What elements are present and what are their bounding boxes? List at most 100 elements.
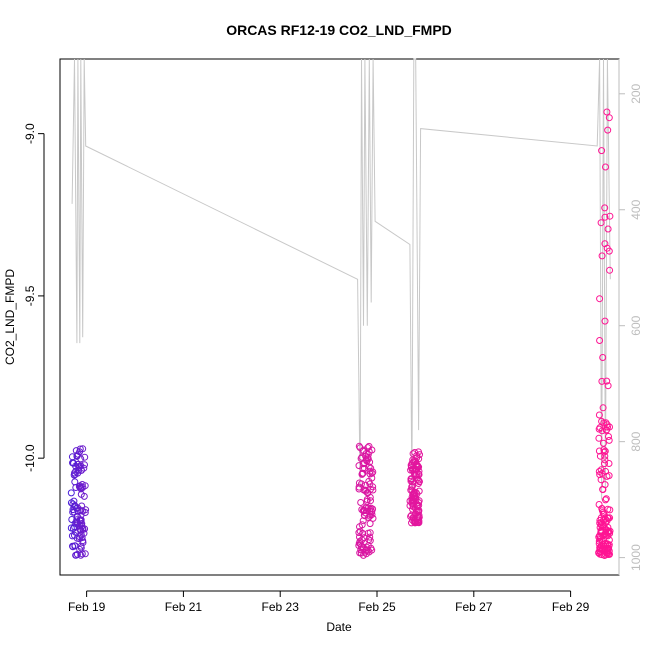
data-point — [600, 419, 608, 427]
data-point — [605, 527, 613, 535]
data-point — [408, 486, 416, 494]
data-point — [77, 551, 85, 559]
data-point — [605, 536, 613, 544]
data-point — [604, 505, 612, 513]
data-point — [71, 542, 79, 550]
data-point — [361, 459, 369, 467]
data-point — [69, 459, 76, 467]
data-point — [415, 478, 423, 485]
data-point — [81, 550, 89, 558]
data-point — [366, 537, 374, 545]
data-point — [71, 478, 79, 486]
data-point — [601, 452, 609, 460]
secondary-series-line — [71, 58, 611, 500]
data-point — [359, 517, 367, 525]
data-point — [359, 545, 367, 553]
data-point — [360, 534, 368, 542]
data-point — [415, 470, 423, 478]
data-point — [369, 505, 377, 513]
data-point — [602, 495, 610, 503]
data-point — [81, 461, 88, 469]
data-point — [596, 524, 604, 531]
right-tick-label: 200 — [629, 83, 643, 103]
data-point — [362, 550, 370, 558]
y-axis-label: CO2_LND_FMPD — [3, 269, 17, 365]
data-point — [601, 240, 609, 248]
data-point — [358, 470, 366, 478]
data-point — [606, 212, 614, 220]
x-tick-label: Feb 27 — [455, 600, 493, 614]
data-point — [595, 434, 603, 442]
data-point — [360, 511, 368, 519]
data-point — [598, 427, 606, 435]
data-point — [603, 377, 611, 385]
data-point — [595, 468, 603, 475]
chart-title: ORCAS RF12-19 CO2_LND_FMPD — [226, 22, 452, 38]
data-point — [605, 436, 613, 444]
data-point — [81, 525, 89, 533]
x-tick-label: Feb 19 — [68, 600, 106, 614]
data-point — [604, 382, 612, 390]
data-point — [357, 499, 365, 506]
data-point — [367, 497, 374, 505]
data-point — [413, 461, 421, 468]
data-point — [409, 494, 417, 502]
data-point — [70, 497, 78, 505]
data-point — [606, 266, 614, 274]
data-point — [367, 485, 374, 493]
right-tick-label: 600 — [629, 315, 643, 335]
data-point — [602, 496, 609, 504]
data-point — [77, 484, 85, 492]
data-point — [70, 531, 78, 539]
data-point — [600, 448, 608, 456]
data-point — [408, 466, 416, 474]
data-point — [597, 527, 605, 535]
data-point — [75, 535, 83, 543]
data-point — [68, 516, 76, 523]
data-point — [599, 439, 607, 447]
data-point — [604, 126, 612, 134]
data-point — [595, 537, 603, 545]
data-point — [409, 482, 417, 490]
data-point — [600, 446, 608, 454]
data-point — [82, 506, 90, 514]
data-point — [363, 496, 371, 503]
data-point — [365, 463, 373, 471]
right-tick-label: 1000 — [629, 544, 643, 571]
data-point — [407, 477, 415, 485]
x-tick-label: Feb 25 — [358, 600, 396, 614]
data-point — [605, 114, 613, 122]
data-point — [81, 453, 89, 461]
y-tick-label: -9.0 — [23, 123, 37, 144]
data-point — [355, 442, 363, 450]
data-point — [601, 540, 609, 548]
data-point — [356, 533, 363, 541]
x-tick-label: Feb 21 — [165, 600, 203, 614]
data-point — [72, 467, 80, 475]
x-tick-label: Feb 29 — [552, 600, 590, 614]
data-point — [596, 452, 604, 460]
data-point — [76, 462, 84, 470]
data-point — [598, 377, 606, 385]
data-point — [598, 147, 606, 155]
data-point — [595, 411, 603, 419]
data-point — [605, 460, 613, 467]
data-point — [599, 354, 607, 361]
points-layer — [67, 108, 614, 559]
data-point — [365, 477, 373, 485]
data-point — [368, 446, 376, 454]
x-axis: Feb 19 Feb 21 Feb 23 Feb 25 Feb 27 Feb 29 — [68, 590, 590, 614]
data-point — [415, 507, 423, 514]
data-point — [361, 464, 368, 472]
x-axis-label: Date — [326, 620, 352, 634]
data-point — [78, 481, 86, 488]
data-point — [597, 219, 605, 227]
data-point — [355, 542, 363, 549]
data-point — [78, 502, 86, 510]
data-point — [77, 490, 85, 498]
data-point — [605, 433, 612, 440]
data-point — [75, 466, 83, 474]
data-point — [368, 546, 376, 554]
data-point — [596, 295, 604, 303]
